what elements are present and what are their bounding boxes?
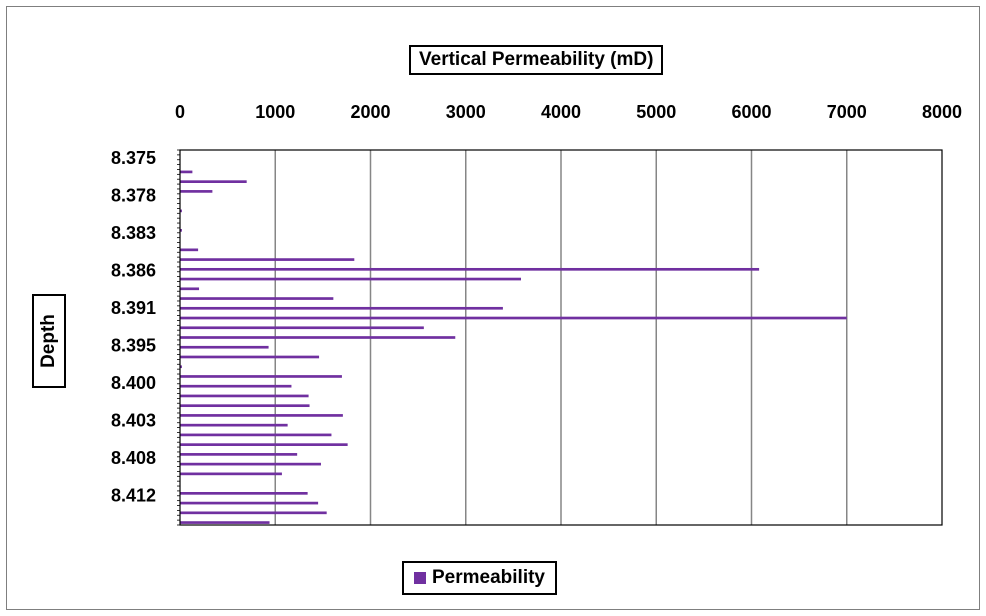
bar xyxy=(180,316,847,320)
bar xyxy=(180,472,282,476)
bar xyxy=(180,336,456,339)
bar xyxy=(180,423,288,427)
bar xyxy=(180,501,319,505)
bar xyxy=(180,404,310,408)
bar xyxy=(180,365,182,369)
legend-swatch xyxy=(414,572,426,584)
bar xyxy=(180,258,355,261)
bar xyxy=(180,287,200,291)
y-tick-label: 8.403 xyxy=(111,411,156,431)
x-tick-label: 5000 xyxy=(636,102,676,122)
bar xyxy=(180,462,321,466)
bar xyxy=(180,355,320,359)
y-tick-label: 8.383 xyxy=(111,223,156,243)
y-tick-label: 8.395 xyxy=(111,336,156,356)
bar xyxy=(180,521,270,524)
y-tick-label: 8.412 xyxy=(111,486,156,506)
axes xyxy=(177,149,943,526)
bar xyxy=(180,190,213,193)
bar xyxy=(180,229,182,232)
bar xyxy=(180,375,342,378)
bar xyxy=(180,170,193,174)
x-tick-label: 0 xyxy=(175,102,185,122)
bar xyxy=(180,326,424,330)
x-tick-label: 4000 xyxy=(541,102,581,122)
y-tick-label: 8.375 xyxy=(111,148,156,168)
legend-label: Permeability xyxy=(432,567,545,588)
gridlines xyxy=(274,150,848,525)
bars xyxy=(180,170,847,524)
bar xyxy=(180,511,327,515)
x-tick-label: 1000 xyxy=(255,102,295,122)
y-tick-label: 8.391 xyxy=(111,298,156,318)
bar xyxy=(180,180,247,183)
y-tick-labels: 8.375 8.378 8.383 8.386 8.391 8.395 8.400 8.403… xyxy=(111,148,156,506)
x-tick-label: 2000 xyxy=(350,102,390,122)
bar xyxy=(180,492,308,495)
y-tick-label: 8.378 xyxy=(111,186,156,206)
bar xyxy=(180,443,348,446)
bar xyxy=(180,248,199,252)
legend: Permeability xyxy=(402,561,557,595)
x-tick-label: 3000 xyxy=(446,102,486,122)
bar xyxy=(180,345,269,349)
bar xyxy=(180,384,292,388)
x-axis-title: Vertical Permeability (mD) xyxy=(409,45,664,75)
y-tick-label: 8.386 xyxy=(111,261,156,281)
y-tick-label: 8.400 xyxy=(111,373,156,393)
x-tick-labels: 0 1000 2000 3000 4000 5000 6000 7000 8000 xyxy=(175,102,962,122)
x-tick-label: 7000 xyxy=(827,102,867,122)
bar xyxy=(180,433,332,437)
x-tick-label: 6000 xyxy=(731,102,771,122)
bar xyxy=(180,297,334,300)
bar xyxy=(180,267,760,271)
bar xyxy=(180,453,298,456)
y-tick-label: 8.408 xyxy=(111,448,156,468)
bar xyxy=(180,306,503,310)
bar xyxy=(180,277,521,281)
y-axis-title-text: Depth xyxy=(38,314,59,368)
bar xyxy=(180,414,343,417)
bar xyxy=(180,209,182,213)
y-axis-title: Depth xyxy=(32,294,66,388)
bar xyxy=(180,394,309,398)
plot-border xyxy=(179,149,943,526)
x-tick-label: 8000 xyxy=(922,102,962,122)
